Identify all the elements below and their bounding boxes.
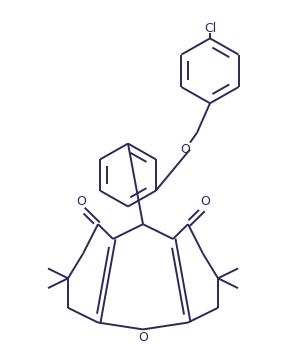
Text: O: O	[138, 331, 148, 344]
Text: O: O	[76, 195, 86, 208]
Text: O: O	[180, 143, 190, 156]
Text: Cl: Cl	[204, 22, 216, 35]
Text: O: O	[200, 195, 210, 208]
